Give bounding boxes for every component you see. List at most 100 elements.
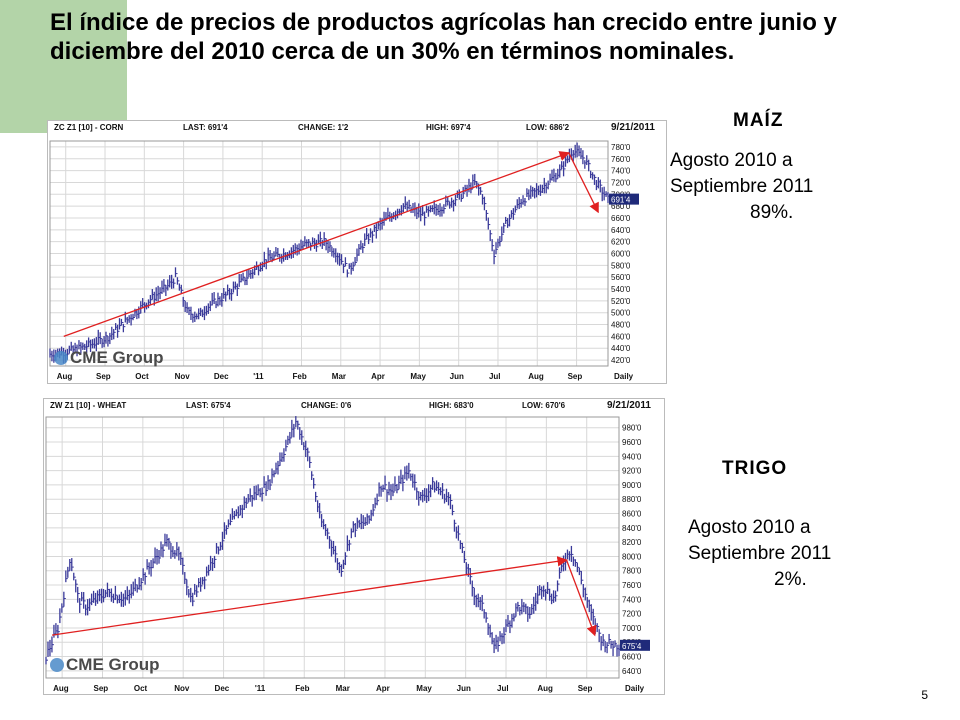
wheat-y-tick-label: 960'0 [622, 438, 642, 447]
corn-y-tick-label: 640'0 [611, 226, 631, 235]
wheat-cme-globe-icon [50, 658, 64, 672]
wheat-x-tick-label: Apr [376, 684, 390, 693]
corn-y-tick-label: 680'0 [611, 202, 631, 211]
wheat-x-tick-label: Mar [336, 684, 350, 693]
wheat-x-tick-label: Sep [578, 684, 593, 693]
corn-last: LAST: 691'4 [183, 123, 228, 132]
corn-y-tick-label: 480'0 [611, 321, 631, 330]
corn-x-tick-label: Feb [292, 372, 306, 381]
corn-change: CHANGE: 1'2 [298, 123, 349, 132]
corn-y-tick-label: 440'0 [611, 344, 631, 353]
corn-y-tick-label: 420'0 [611, 356, 631, 365]
corn-x-tick-label: Aug [528, 372, 544, 381]
corn-cme-globe-icon [54, 351, 68, 365]
corn-x-tick-label: Jul [489, 372, 501, 381]
page-number: 5 [921, 688, 928, 702]
corn-x-tick-label: Apr [371, 372, 385, 381]
accent-block [0, 0, 127, 133]
wheat-x-tick-label: Oct [134, 684, 148, 693]
wheat-change: CHANGE: 0'6 [301, 401, 352, 410]
corn-x-tick-label: Jun [450, 372, 464, 381]
wheat-last: LAST: 675'4 [186, 401, 231, 410]
wheat-y-tick-label: 720'0 [622, 610, 642, 619]
wheat-trend-arrow [51, 556, 568, 636]
wheat-y-tick-label: 920'0 [622, 467, 642, 476]
wheat-plot: 980'0 960'0 940'0 920'0 900'0 880'0 860'0 840'0… [45, 416, 650, 693]
corn-x-tick-label: '11 [253, 372, 264, 381]
wheat-x-tick-label: Feb [295, 684, 309, 693]
corn-chart: ZC Z1 [10] - CORN LAST: 691'4 CHANGE: 1'… [47, 120, 667, 384]
wheat-y-tick-label: 840'0 [622, 524, 642, 533]
corn-last-tag [609, 193, 639, 205]
wheat-y-tick-label: 780'0 [622, 567, 642, 576]
corn-note-line1: Agosto 2010 a [670, 150, 793, 171]
corn-symbol: ZC Z1 [10] - CORN [54, 123, 124, 132]
wheat-y-tick-label: 800'0 [622, 552, 642, 561]
corn-trend-arrow [568, 152, 599, 214]
wheat-y-tick-label: 760'0 [622, 581, 642, 590]
wheat-x-tick-label: Sep [93, 684, 108, 693]
wheat-y-tick-label: 640'0 [622, 667, 642, 676]
wheat-plot-border [45, 416, 620, 679]
wheat-period-label: Daily [625, 684, 645, 693]
corn-chart-header: ZC Z1 [10] - CORN LAST: 691'4 CHANGE: 1'… [48, 121, 666, 135]
wheat-y-tick-label: 740'0 [622, 595, 642, 604]
wheat-label: TRIGO [722, 458, 788, 479]
corn-note-line2: Septiembre 2011 [670, 176, 814, 197]
corn-low: LOW: 686'2 [526, 123, 570, 132]
wheat-date: 9/21/2011 [607, 400, 651, 411]
corn-date: 9/21/2011 [611, 122, 655, 133]
wheat-x-tick-label: Jul [497, 684, 509, 693]
corn-x-tick-label: Sep [96, 372, 111, 381]
wheat-cme-logo-text: CME Group [66, 655, 160, 674]
corn-note-line3: 89%. [750, 202, 794, 223]
wheat-x-tick-label: Nov [174, 684, 190, 693]
wheat-last-tag [620, 639, 650, 651]
corn-cme-logo: CME Group [54, 348, 164, 367]
corn-x-tick-label: Mar [332, 372, 346, 381]
corn-y-tick-label: 460'0 [611, 332, 631, 341]
wheat-note-line3: 2%. [774, 569, 807, 590]
slide-title: El índice de precios de productos agríco… [50, 9, 837, 65]
corn-x-tick-label: May [410, 372, 426, 381]
corn-y-tick-label: 600'0 [611, 250, 631, 259]
wheat-y-tick-label: 940'0 [622, 452, 642, 461]
wheat-x-tick-label: Jun [457, 684, 471, 693]
corn-y-tick-label: 620'0 [611, 238, 631, 247]
wheat-note: Agosto 2010 a Septiembre 2011 2%. [688, 515, 831, 593]
wheat-y-tick-label: 700'0 [622, 624, 642, 633]
wheat-x-tick-label: Aug [537, 684, 553, 693]
wheat-chart-header: ZW Z1 [10] - WHEAT LAST: 675'4 CHANGE: 0… [44, 399, 664, 413]
wheat-last-tag-label: 675'4 [622, 642, 642, 651]
wheat-x-tick-label: Aug [53, 684, 69, 693]
wheat-low: LOW: 670'6 [522, 401, 566, 410]
wheat-chart: ZW Z1 [10] - WHEAT LAST: 675'4 CHANGE: 0… [43, 398, 665, 695]
corn-y-tick-label: 500'0 [611, 309, 631, 318]
corn-last-tag-label: 691'4 [611, 196, 631, 205]
corn-y-tick-label: 520'0 [611, 297, 631, 306]
corn-y-tick-label: 760'0 [611, 155, 631, 164]
corn-x-tick-label: Aug [57, 372, 73, 381]
corn-label: MAÍZ [733, 110, 784, 131]
wheat-note-line1: Agosto 2010 a [688, 517, 811, 538]
corn-high: HIGH: 697'4 [426, 123, 471, 132]
corn-y-tick-label: 580'0 [611, 261, 631, 270]
wheat-cme-logo: CME Group [50, 655, 160, 674]
corn-plot-border [49, 140, 609, 367]
corn-y-tick-label: 560'0 [611, 273, 631, 282]
corn-x-tick-label: Dec [214, 372, 229, 381]
corn-period-label: Daily [614, 372, 634, 381]
corn-note: Agosto 2010 a Septiembre 2011 89%. [670, 148, 813, 226]
wheat-trend-arrow [565, 559, 597, 637]
wheat-x-tick-label: '11 [255, 684, 266, 693]
corn-y-tick-label: 660'0 [611, 214, 631, 223]
wheat-y-tick-label: 880'0 [622, 495, 642, 504]
corn-x-tick-label: Sep [568, 372, 583, 381]
corn-y-tick-label: 740'0 [611, 167, 631, 176]
wheat-x-tick-label: Dec [215, 684, 230, 693]
wheat-y-tick-label: 820'0 [622, 538, 642, 547]
corn-x-tick-label: Oct [135, 372, 149, 381]
wheat-y-tick-label: 660'0 [622, 653, 642, 662]
wheat-y-tick-label: 860'0 [622, 510, 642, 519]
corn-trend-arrow [63, 151, 570, 338]
